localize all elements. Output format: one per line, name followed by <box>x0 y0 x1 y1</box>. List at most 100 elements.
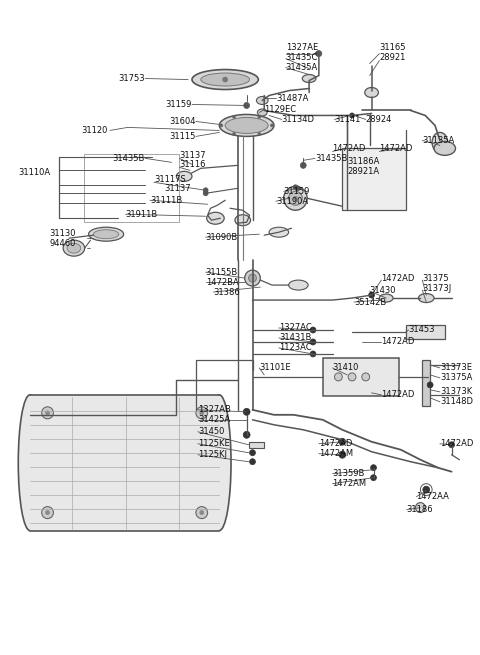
Text: 1472AD: 1472AD <box>381 390 415 400</box>
Circle shape <box>295 186 300 191</box>
Circle shape <box>220 124 223 127</box>
Text: 31911B: 31911B <box>126 210 158 219</box>
Circle shape <box>232 115 235 119</box>
Ellipse shape <box>176 172 192 181</box>
Circle shape <box>371 464 376 471</box>
Circle shape <box>416 502 425 513</box>
Text: 31375A: 31375A <box>440 373 472 383</box>
Text: 31117S: 31117S <box>154 175 186 184</box>
Text: 1472AD: 1472AD <box>381 274 415 282</box>
Text: 31453: 31453 <box>408 326 435 335</box>
Text: 1125KE: 1125KE <box>198 440 229 448</box>
Ellipse shape <box>288 280 308 290</box>
Circle shape <box>362 373 370 381</box>
Text: 31190A: 31190A <box>276 196 308 206</box>
Bar <box>323 358 399 396</box>
Text: 1123AC: 1123AC <box>279 343 312 352</box>
Text: 1472AD: 1472AD <box>381 337 415 346</box>
Circle shape <box>293 185 298 190</box>
Ellipse shape <box>225 117 268 134</box>
Text: 31386: 31386 <box>214 288 240 297</box>
Text: 31373K: 31373K <box>440 387 472 396</box>
Ellipse shape <box>63 240 84 256</box>
Ellipse shape <box>18 395 42 531</box>
Text: 31137: 31137 <box>180 151 206 160</box>
Text: 31134D: 31134D <box>282 115 315 124</box>
Text: 31435B: 31435B <box>113 154 145 163</box>
Circle shape <box>249 274 256 282</box>
Text: 31425A: 31425A <box>198 415 230 424</box>
Text: 1472AD: 1472AD <box>379 144 413 153</box>
Bar <box>422 360 430 406</box>
Text: 94460: 94460 <box>49 238 76 248</box>
Text: 31373E: 31373E <box>440 364 472 373</box>
Text: 1472AA: 1472AA <box>417 492 449 501</box>
Circle shape <box>339 438 346 445</box>
Circle shape <box>250 458 255 464</box>
Text: 1472AM: 1472AM <box>319 449 353 458</box>
Circle shape <box>46 411 49 415</box>
Text: 31110A: 31110A <box>18 168 50 177</box>
Text: 31186A: 31186A <box>347 157 380 166</box>
Text: 1327AB: 1327AB <box>198 405 231 415</box>
Text: 1125KJ: 1125KJ <box>198 450 227 459</box>
Text: 31120: 31120 <box>82 126 108 135</box>
Ellipse shape <box>257 109 267 116</box>
Circle shape <box>46 511 49 515</box>
Text: 31487A: 31487A <box>276 94 308 103</box>
Text: 31111B: 31111B <box>150 196 182 205</box>
Text: 31141: 31141 <box>335 115 361 124</box>
Text: 31375: 31375 <box>422 274 449 282</box>
Text: 31186: 31186 <box>407 505 433 514</box>
Ellipse shape <box>88 227 124 241</box>
Circle shape <box>243 408 250 415</box>
Text: 1327AE: 1327AE <box>286 43 318 52</box>
Text: 31159: 31159 <box>166 100 192 109</box>
Text: 1472AD: 1472AD <box>333 144 366 153</box>
Ellipse shape <box>235 215 251 226</box>
Text: 31753: 31753 <box>119 74 145 83</box>
Circle shape <box>349 113 355 118</box>
Ellipse shape <box>219 115 274 136</box>
Text: 31155B: 31155B <box>205 268 238 276</box>
Bar <box>249 441 264 448</box>
Text: 31090B: 31090B <box>205 233 238 242</box>
Circle shape <box>339 451 346 458</box>
Circle shape <box>310 339 316 345</box>
Circle shape <box>203 191 208 196</box>
Text: 1472AD: 1472AD <box>440 440 473 448</box>
Ellipse shape <box>192 69 258 90</box>
Text: 35142B: 35142B <box>354 297 386 307</box>
Bar <box>30 395 219 531</box>
Text: 1327AC: 1327AC <box>279 324 312 333</box>
Circle shape <box>271 124 274 127</box>
Text: 31430: 31430 <box>370 286 396 295</box>
Bar <box>84 155 180 222</box>
Circle shape <box>258 132 261 136</box>
Text: 31435C: 31435C <box>286 53 318 62</box>
Text: 1472AM: 1472AM <box>333 479 367 488</box>
Ellipse shape <box>419 293 434 303</box>
Ellipse shape <box>379 294 393 302</box>
Circle shape <box>200 411 204 415</box>
Text: 31359B: 31359B <box>333 469 365 478</box>
Circle shape <box>371 475 376 481</box>
Text: 31435A: 31435A <box>286 63 318 72</box>
Text: 31101E: 31101E <box>259 364 291 373</box>
Ellipse shape <box>256 96 268 105</box>
Circle shape <box>258 115 261 119</box>
Ellipse shape <box>206 212 224 224</box>
Text: 28921: 28921 <box>379 53 406 62</box>
Circle shape <box>369 292 374 298</box>
Circle shape <box>316 50 322 56</box>
Circle shape <box>223 77 228 82</box>
Circle shape <box>310 351 316 357</box>
Text: 31373J: 31373J <box>422 284 452 293</box>
Ellipse shape <box>67 243 81 253</box>
Circle shape <box>245 270 260 286</box>
Circle shape <box>315 51 320 56</box>
Text: 31435B: 31435B <box>315 154 348 163</box>
Circle shape <box>203 188 208 193</box>
Text: 1129EC: 1129EC <box>264 105 296 114</box>
Circle shape <box>427 382 433 388</box>
